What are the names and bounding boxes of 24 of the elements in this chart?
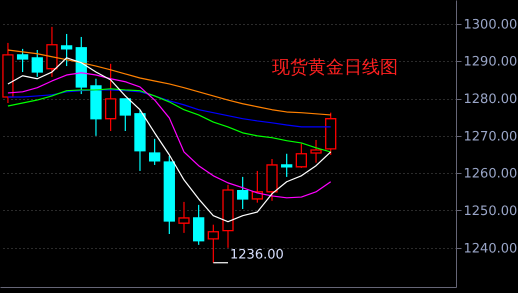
candlestick [60, 33, 72, 67]
y-tick-label: 1300.00 [464, 17, 518, 32]
candlestick [148, 138, 160, 166]
candlestick [296, 143, 308, 169]
candlestick [178, 201, 190, 234]
y-tick-label: 1250.00 [464, 204, 518, 219]
candlestick [32, 49, 43, 78]
candlestick [46, 26, 58, 78]
y-tick-label: 1270.00 [464, 129, 518, 144]
candlestick [310, 139, 322, 164]
candlestick [208, 224, 219, 264]
candlestick [16, 48, 28, 73]
y-tick-label: 1260.00 [464, 166, 518, 182]
y-tick-label: 1280.00 [464, 92, 518, 108]
y-tick-label: 1290.00 [464, 54, 518, 70]
y-tick-label: 1240.00 [464, 241, 518, 256]
candlestick [237, 176, 248, 210]
annotation: 1236.00 [230, 248, 284, 263]
candlestick [120, 98, 131, 132]
text: 现货黄金日线图 [272, 57, 398, 78]
line-series [7, 88, 332, 152]
candlestick [193, 204, 204, 246]
candlestick [281, 153, 292, 178]
candlestick [104, 63, 116, 132]
